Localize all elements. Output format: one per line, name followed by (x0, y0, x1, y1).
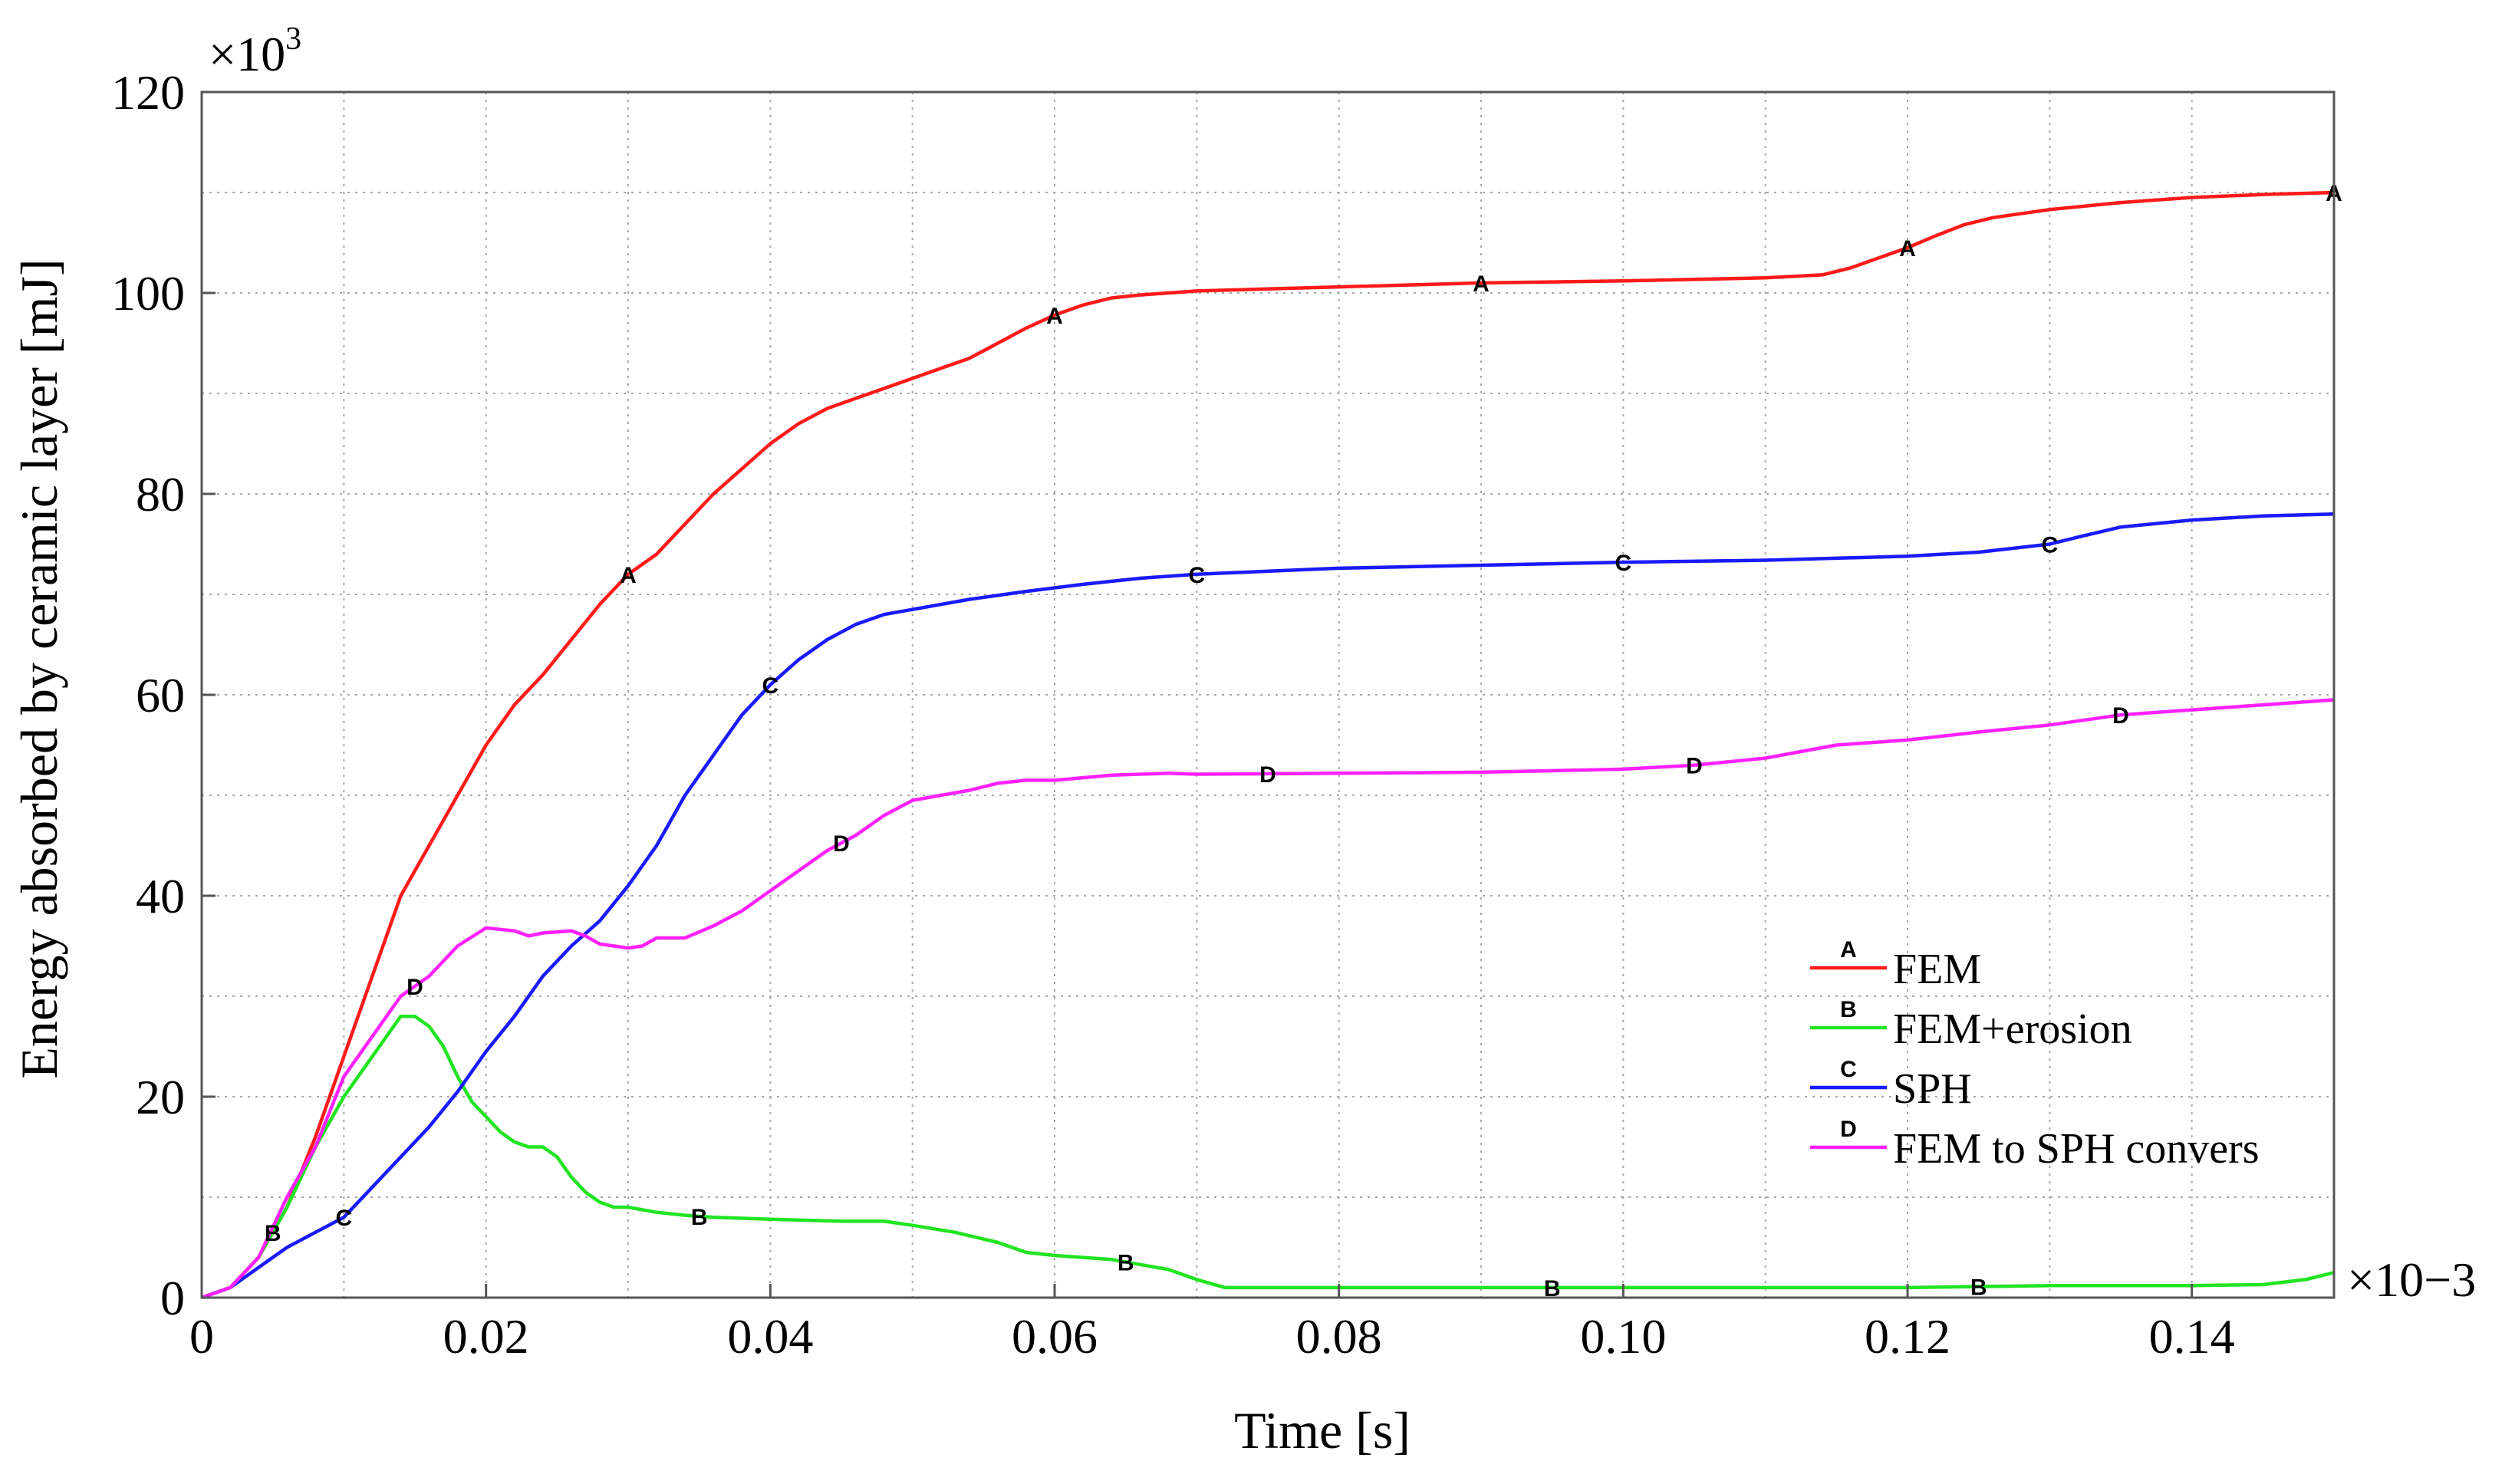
series-marker-d: D (1259, 762, 1276, 788)
legend-label-a: FEM (1893, 946, 1981, 993)
series-marker-b: B (1970, 1275, 1987, 1301)
x-tick-label: 0.12 (1865, 1309, 1950, 1364)
x-axis-multiplier: ×10−3 (2347, 1252, 2476, 1307)
axis-ticks: 0 0.02 0.04 0.06 0.08 0.10 0.12 0.14 0 20 40 60 80 10… (111, 65, 2235, 1364)
x-tick-label: 0.08 (1296, 1309, 1382, 1364)
y-tick-label: 120 (111, 65, 185, 120)
series-marker-b: B (1118, 1250, 1134, 1275)
series-line-b (201, 1014, 2335, 1300)
series-marker-d: D (833, 831, 850, 857)
series-lines (201, 190, 2335, 1300)
series-marker-c: C (335, 1206, 352, 1231)
x-axis-title: Time [s] (1234, 1401, 1411, 1459)
x-tick-label: 0.02 (443, 1309, 529, 1364)
y-axis-title: Energy absorbed by ceramic layer [mJ] (10, 258, 68, 1078)
legend-marker-c: C (1840, 1057, 1857, 1082)
x-tick-label: 0.14 (2149, 1309, 2235, 1364)
series-marker-a: A (1899, 236, 1916, 262)
series-marker-a: A (1473, 271, 1490, 297)
series-marker-d: D (407, 975, 423, 1000)
series-marker-d: D (2112, 703, 2129, 729)
y-tick-label: 0 (160, 1271, 185, 1325)
legend-label-b: FEM+erosion (1893, 1005, 2132, 1053)
series-marker-c: C (1188, 563, 1205, 588)
series-marker-b: B (1544, 1276, 1561, 1301)
y-tick-label: 40 (136, 869, 185, 923)
y-tick-label: 80 (136, 467, 185, 522)
series-marker-a: A (620, 563, 637, 588)
legend-label-d: FEM to SPH convers (1893, 1125, 2260, 1173)
legend: A FEM B FEM+erosion C SPH D FEM to SPH convers (1810, 937, 2260, 1173)
x-tick-label: 0.06 (1012, 1309, 1098, 1364)
series-markers: A A A A A B B B B B C C C C C D D D D D (265, 181, 2342, 1301)
y-tick-label: 60 (136, 668, 185, 722)
series-marker-c: C (1615, 551, 1631, 576)
y-axis-multiplier: ×103 (209, 21, 301, 81)
legend-marker-a: A (1840, 937, 1857, 962)
series-marker-c: C (2041, 533, 2058, 558)
series-marker-c: C (762, 673, 779, 699)
x-tick-label: 0 (189, 1309, 214, 1364)
legend-marker-d: D (1840, 1117, 1857, 1142)
grid-lines (202, 92, 2334, 1298)
legend-label-c: SPH (1893, 1065, 1972, 1113)
x-tick-label: 0.04 (727, 1309, 813, 1364)
series-marker-b: B (265, 1221, 281, 1246)
x-tick-label: 0.10 (1580, 1309, 1666, 1364)
series-marker-d: D (1686, 754, 1703, 779)
series-marker-b: B (691, 1205, 708, 1230)
y-axis-multiplier-exponent: 3 (285, 21, 301, 57)
y-tick-label: 20 (136, 1070, 185, 1124)
series-line-a (201, 190, 2335, 1300)
legend-marker-b: B (1840, 997, 1857, 1022)
series-marker-a: A (1046, 304, 1063, 329)
y-tick-label: 100 (111, 266, 185, 321)
series-line-d (201, 698, 2335, 1300)
series-line-c (201, 512, 2335, 1300)
